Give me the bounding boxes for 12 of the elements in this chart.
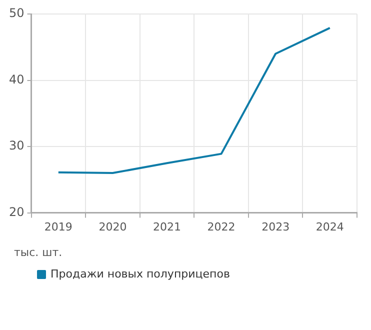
x-tick-label: 2024 [316,220,344,234]
x-tick-label: 2021 [152,220,181,234]
y-tick-label: 50 [8,6,24,20]
y-tick-label: 40 [8,72,24,86]
x-tick-label: 2023 [262,220,290,234]
y-tick-label: 20 [8,204,24,219]
text: тыс. шт. [14,246,62,259]
legend-label: Продажи новых полуприцепов [50,267,230,280]
x-tick-label: 2022 [207,220,236,234]
x-tick-label: 2019 [44,220,72,234]
y-tick-label: 30 [8,138,24,153]
x-tick-label: 2020 [98,220,127,234]
